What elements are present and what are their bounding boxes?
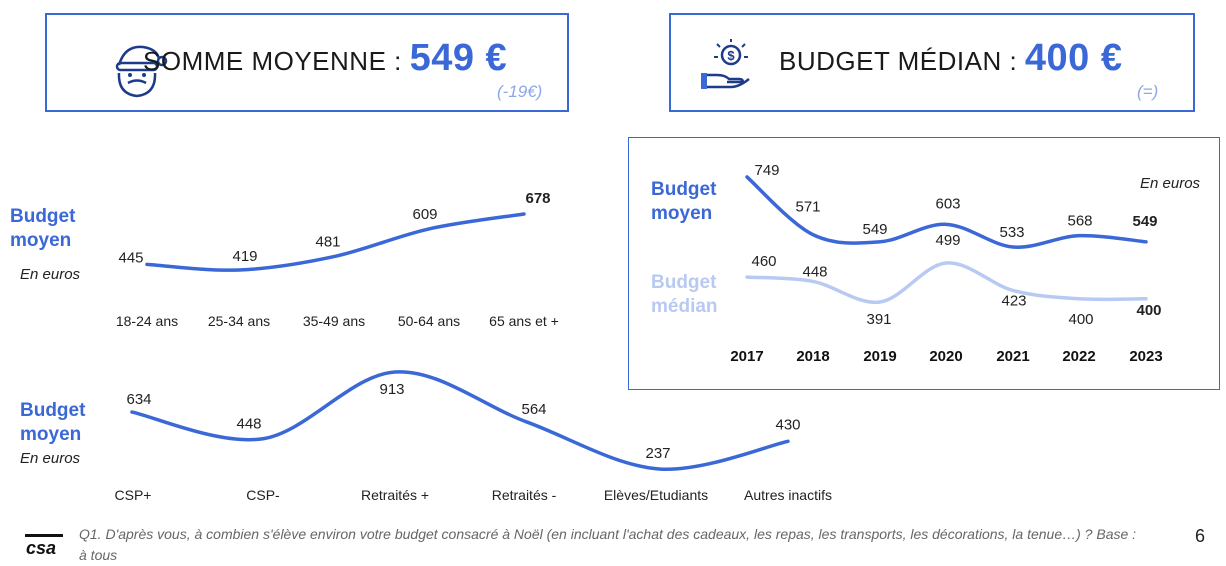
kpi-average-amount: SOMME MOYENNE : 549 € (-19€)	[45, 13, 569, 112]
age-data-label: 678	[525, 190, 550, 207]
trend-median-data-label: 400	[1068, 311, 1093, 328]
age-data-label: 609	[412, 206, 437, 223]
trend-mean-data-label: 603	[935, 195, 960, 212]
svg-text:$: $	[727, 48, 735, 63]
trend-series-label-median: Budget médian	[651, 272, 718, 317]
chart-trend-unit: En euros	[1140, 175, 1201, 192]
age-tick-label: 50-64 ans	[398, 313, 460, 329]
trend-mean-data-label: 571	[795, 199, 820, 216]
csp-series-line	[130, 370, 790, 471]
csp-tick-label: Retraités -	[492, 487, 557, 503]
trend-mean-data-label: 549	[1132, 213, 1157, 230]
trend-tick-label: 2019	[863, 348, 896, 365]
trend-tick-label: 2021	[996, 348, 1029, 365]
trend-median-data-label: 499	[935, 232, 960, 249]
kpi-average-value: 549 €	[409, 37, 508, 79]
kpi-average-label: SOMME MOYENNE : 549 €	[143, 37, 508, 79]
trend-tick-label: 2020	[929, 348, 962, 365]
trend-mean-data-label: 549	[862, 221, 887, 238]
csp-tick-label: Elèves/Etudiants	[604, 487, 708, 503]
svg-text:csa: csa	[26, 538, 56, 556]
trend-median-data-label: 460	[751, 253, 776, 270]
age-tick-label: 35-49 ans	[303, 313, 365, 329]
csp-data-label: 430	[775, 416, 800, 433]
chart-csp: 634 448 913 564 237 430 CSP+ CSP- Retraités + Ret…	[115, 370, 832, 503]
csa-logo: csa	[25, 534, 63, 556]
trend-mean-line	[745, 175, 1148, 249]
csp-data-label: 237	[645, 445, 670, 462]
age-tick-label: 25-34 ans	[208, 313, 270, 329]
chart-age-unit: En euros	[20, 266, 81, 283]
age-tick-label: 18-24 ans	[116, 313, 178, 329]
age-data-label: 419	[232, 248, 257, 265]
trend-tick-label: 2018	[796, 348, 829, 365]
chart-csp-unit: En euros	[20, 450, 81, 467]
trend-mean-data-label: 533	[999, 224, 1024, 241]
trend-series-label-mean: Budget moyen	[651, 179, 717, 224]
kpi-median-value: 400 €	[1024, 37, 1123, 79]
csp-data-label: 634	[126, 391, 151, 408]
kpi-median-budget: $ BUDGET MÉDIAN : 400 € (=)	[669, 13, 1195, 112]
age-data-label: 445	[118, 249, 143, 266]
trend-median-data-label: 423	[1001, 292, 1026, 309]
age-tick-label: 65 ans et +	[489, 313, 559, 329]
csp-tick-label: CSP+	[115, 487, 152, 503]
chart-age: 445 419 481 609 678 18-24 ans 25-34 ans 35-49 a…	[116, 190, 559, 329]
trend-median-data-label: 400	[1136, 302, 1161, 319]
kpi-median-label: BUDGET MÉDIAN : 400 €	[779, 37, 1123, 79]
csp-tick-label: CSP-	[246, 487, 280, 503]
csp-tick-label: Retraités +	[361, 487, 429, 503]
santa-icon	[115, 45, 168, 98]
chart-trend: 749 571 549 603 533 568 549 460 448 391 499 423 400 4…	[730, 162, 1162, 365]
trend-tick-label: 2022	[1062, 348, 1095, 365]
trend-median-data-label: 391	[866, 311, 891, 328]
csp-data-label: 913	[379, 381, 404, 398]
csp-data-label: 448	[236, 416, 261, 433]
footnote: Q1. D'après vous, à combien s'élève envi…	[79, 526, 1137, 563]
kpi-average-delta: (-19€)	[497, 82, 543, 101]
trend-mean-data-label: 568	[1067, 213, 1092, 230]
hand-money-icon: $	[701, 39, 750, 89]
trend-tick-label: 2017	[730, 348, 763, 365]
trend-median-line	[745, 261, 1148, 304]
trend-median-data-label: 448	[802, 263, 827, 280]
csp-data-label: 564	[521, 401, 546, 418]
chart-csp-ylabel: Budget moyen	[20, 400, 86, 445]
trend-tick-label: 2023	[1129, 348, 1162, 365]
page-number: 6	[1195, 526, 1206, 546]
csp-tick-label: Autres inactifs	[744, 487, 832, 503]
trend-mean-data-label: 749	[754, 162, 779, 179]
age-data-label: 481	[315, 234, 340, 251]
age-series-line	[145, 212, 526, 272]
trend-chart-frame	[628, 137, 1220, 390]
chart-age-ylabel: Budget moyen	[10, 206, 76, 251]
kpi-median-delta: (=)	[1137, 82, 1159, 101]
